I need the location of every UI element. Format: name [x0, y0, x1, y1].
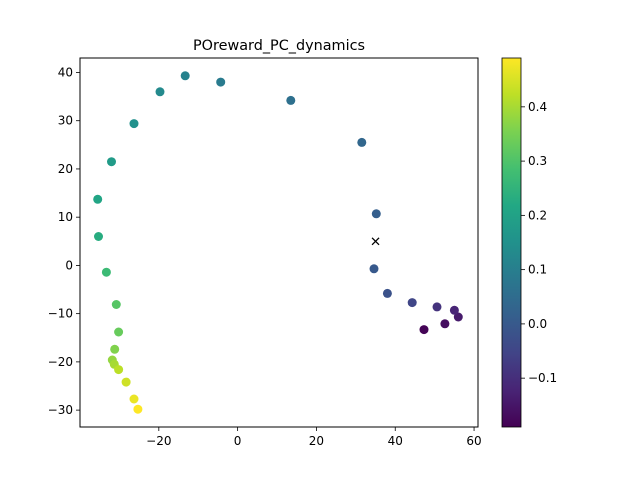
colorbar-tick-label: −0.1 — [528, 371, 557, 385]
scatter-point — [101, 267, 111, 277]
colorbar: −0.1 0.0 0.1 0.2 0.3 0.4 — [501, 57, 557, 428]
y-tick-label: 0 — [65, 258, 73, 272]
scatter-point — [453, 312, 463, 322]
scatter-point — [449, 305, 459, 315]
colorbar-tick-label: 0.4 — [528, 100, 547, 114]
y-tick-label: 30 — [58, 114, 73, 128]
colorbar-frame — [501, 57, 522, 428]
scatter-point — [216, 77, 226, 87]
scatter-point — [121, 377, 131, 387]
scatter-point — [129, 119, 139, 129]
scatter-point — [133, 404, 143, 414]
scatter-point — [155, 87, 165, 97]
scatter-point — [407, 298, 417, 308]
colorbar-gradient — [502, 58, 521, 427]
x-tick-label: 40 — [388, 434, 403, 448]
colorbar-tick-label: 0.1 — [528, 263, 547, 277]
scatter-point — [286, 95, 296, 105]
y-tick-label: 40 — [58, 65, 73, 79]
y-tick-label: 20 — [58, 162, 73, 176]
chart-title: POreward_PC_dynamics — [193, 38, 365, 54]
x-tick-label: 0 — [234, 434, 242, 448]
colorbar-tick-label: 0.2 — [528, 208, 547, 222]
scatter-point — [114, 365, 124, 375]
y-tick-label: −30 — [48, 403, 73, 417]
scatter-point — [93, 194, 103, 204]
scatter-point — [371, 209, 381, 219]
scatter-point — [432, 302, 442, 312]
x-tick-label: −20 — [146, 434, 171, 448]
x-tick-label: 60 — [466, 434, 481, 448]
plot-area: −20 0 20 40 60 −30 −20 −10 0 10 20 30 40 — [48, 57, 482, 448]
colorbar-tick-label: 0.0 — [528, 317, 547, 331]
scatter-point — [110, 344, 120, 354]
axes-frame — [79, 57, 479, 428]
x-tick-label: 20 — [309, 434, 324, 448]
scatter-point — [114, 327, 124, 337]
scatter-point — [357, 137, 367, 147]
colorbar-tick-label: 0.3 — [528, 154, 547, 168]
scatter-point — [419, 325, 429, 335]
x-marker-stroke — [371, 237, 380, 246]
x-marker — [371, 237, 380, 246]
y-tick-label: 10 — [58, 210, 73, 224]
scatter-point — [369, 264, 379, 274]
scatter-point — [111, 300, 121, 309]
scatter-point — [180, 71, 190, 81]
scatter-point — [129, 394, 139, 404]
scatter-point — [107, 157, 116, 167]
y-tick-label: −10 — [48, 307, 73, 321]
scatter-point — [382, 288, 392, 298]
scatter-point — [94, 232, 103, 241]
scatter-point — [440, 319, 450, 329]
y-tick-label: −20 — [48, 355, 73, 369]
